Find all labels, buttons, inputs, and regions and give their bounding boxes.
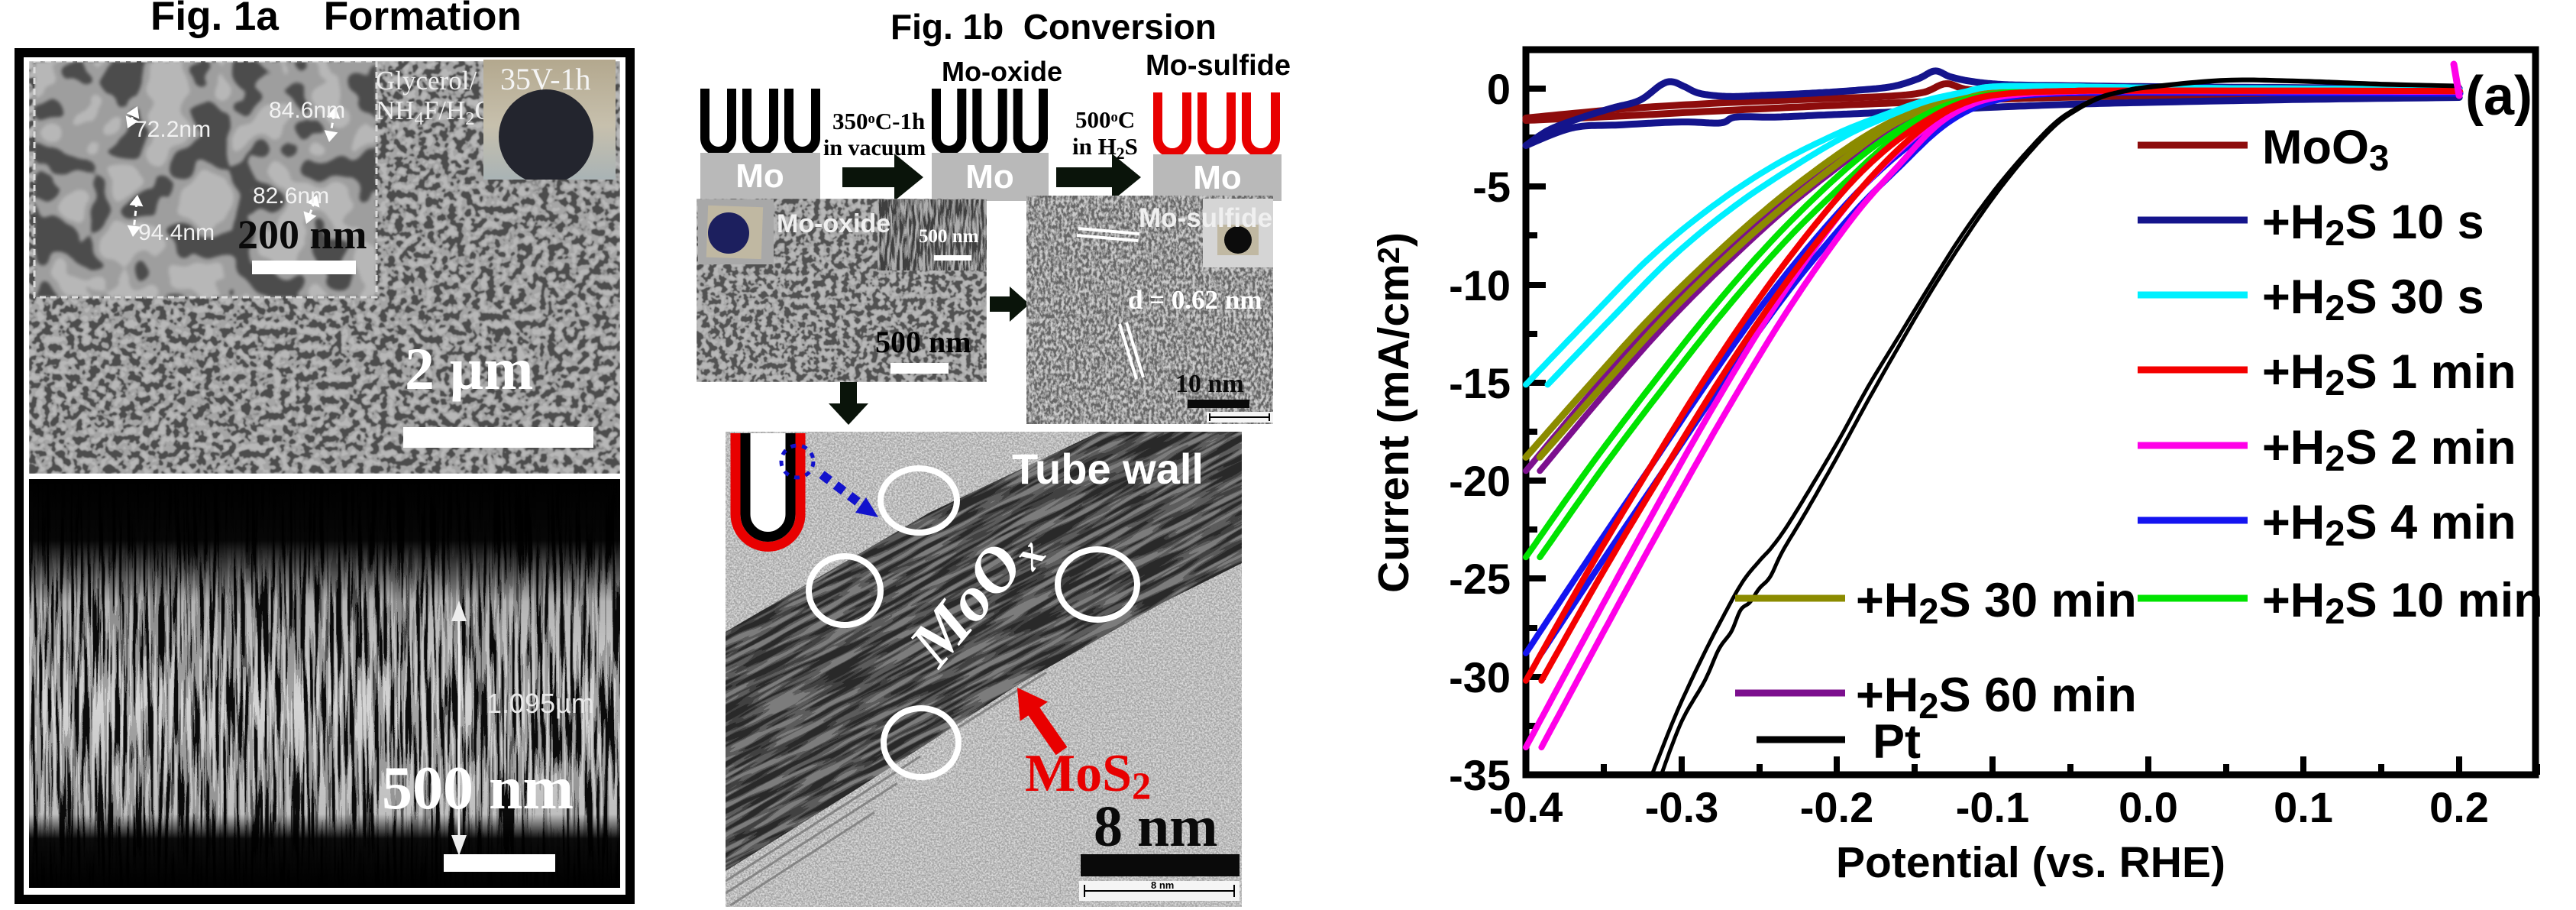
svg-text:Mo: Mo [735,157,784,195]
svg-text:0.2: 0.2 [2429,783,2489,831]
svg-text:8 nm: 8 nm [1094,795,1218,859]
svg-text:-30: -30 [1449,653,1511,701]
svg-text:+H2S 30 min: +H2S 30 min [1856,574,2137,632]
svg-text:-0.4: -0.4 [1489,783,1563,831]
svg-text:Pt: Pt [1873,715,1921,769]
svg-text:Mo: Mo [965,158,1014,196]
svg-text:-0.3: -0.3 [1645,783,1719,831]
svg-text:0.1: 0.1 [2274,783,2333,831]
svg-text:-20: -20 [1449,457,1511,505]
svg-text:+H2S 2 min: +H2S 2 min [2262,421,2516,479]
svg-text:-5: -5 [1472,163,1511,211]
svg-text:-10: -10 [1449,261,1511,309]
svg-text:MoS2: MoS2 [1025,744,1151,808]
svg-text:Mo: Mo [1193,159,1242,196]
svg-text:-25: -25 [1449,555,1511,603]
svg-text:0: 0 [1487,65,1511,113]
svg-text:Tube wall: Tube wall [1012,445,1204,493]
svg-text:(a): (a) [2465,66,2532,127]
svg-text:MoO3: MoO3 [2262,121,2389,179]
svg-text:+H2S 10 min: +H2S 10 min [2262,574,2543,632]
svg-text:-35: -35 [1449,751,1511,799]
svg-text:-15: -15 [1449,359,1511,407]
svg-text:-0.1: -0.1 [1956,783,2030,831]
svg-text:+H2S 60 min: +H2S 60 min [1856,669,2137,727]
svg-text:8 nm: 8 nm [1151,879,1174,891]
svg-text:+H2S 1 min: +H2S 1 min [2262,345,2516,403]
svg-text:Potential (vs. RHE): Potential (vs. RHE) [1836,838,2225,887]
svg-text:+H2S 4 min: +H2S 4 min [2262,496,2516,554]
svg-text:-0.2: -0.2 [1800,783,1874,831]
svg-text:+H2S 10 s: +H2S 10 s [2262,196,2484,254]
svg-text:0.0: 0.0 [2119,783,2178,831]
svg-text:Current (mA/cm2): Current (mA/cm2) [1369,232,1418,593]
svg-text:+H2S 30 s: +H2S 30 s [2262,270,2484,329]
